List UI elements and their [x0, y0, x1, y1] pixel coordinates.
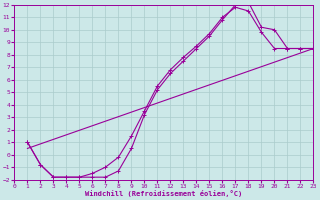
X-axis label: Windchill (Refroidissement éolien,°C): Windchill (Refroidissement éolien,°C): [85, 190, 243, 197]
